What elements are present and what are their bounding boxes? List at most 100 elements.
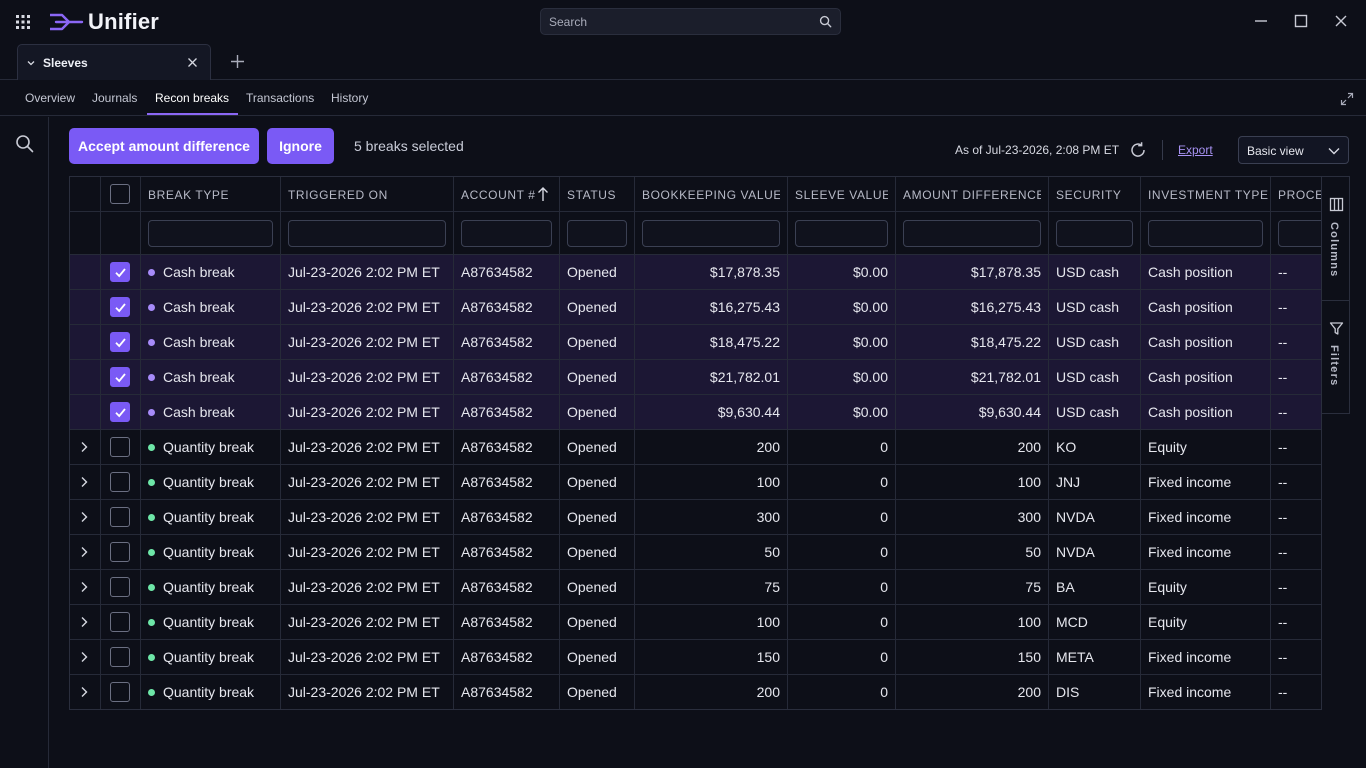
row-checkbox[interactable] [110, 612, 130, 632]
filters-panel-label[interactable]: Filters [1328, 345, 1340, 387]
expand-icon[interactable] [1340, 92, 1354, 106]
col-header-amount-difference[interactable]: Amount difference [903, 188, 1041, 202]
column-divider [559, 177, 560, 709]
select-all-checkbox[interactable] [110, 184, 130, 204]
tab-journals[interactable]: Journals [92, 91, 138, 105]
row-checkbox[interactable] [110, 367, 130, 387]
col-header-sleeve-value[interactable]: Sleeve value [795, 188, 888, 202]
cell-sleeve-value: $0.00 [852, 264, 888, 280]
col-header-security[interactable]: Security [1056, 188, 1122, 202]
ignore-button[interactable]: Ignore [267, 128, 334, 164]
cell-status: Opened [567, 684, 617, 700]
col-header-process[interactable]: Proces [1278, 188, 1321, 202]
filter-icon[interactable] [1329, 321, 1344, 336]
col-header-triggered-on[interactable]: Triggered on [288, 188, 388, 202]
cell-triggered-on: Jul-23-2026 2:02 PM ET [288, 579, 440, 595]
cell-bookkeeping-value: 100 [756, 474, 780, 490]
cell-security: USD cash [1056, 334, 1120, 350]
cell-sleeve-value: 0 [880, 684, 888, 700]
refresh-icon[interactable] [1129, 141, 1147, 159]
cell-account: A87634582 [461, 544, 533, 560]
filter-sleeve-value[interactable] [795, 220, 888, 247]
filter-investment-type[interactable] [1148, 220, 1263, 247]
cell-account: A87634582 [461, 649, 533, 665]
cell-triggered-on: Jul-23-2026 2:02 PM ET [288, 649, 440, 665]
filter-bookkeeping-value[interactable] [642, 220, 780, 247]
tab-overview[interactable]: Overview [25, 91, 76, 105]
cell-bookkeeping-value: 150 [756, 649, 780, 665]
row-checkbox[interactable] [110, 437, 130, 457]
add-tab-icon[interactable] [229, 53, 246, 70]
cell-account: A87634582 [461, 509, 533, 525]
cell-security: USD cash [1056, 299, 1120, 315]
cell-break-type: Cash break [163, 404, 235, 420]
chevron-right-icon[interactable] [79, 476, 89, 488]
filter-account[interactable] [461, 220, 552, 247]
row-checkbox[interactable] [110, 472, 130, 492]
chevron-right-icon[interactable] [79, 581, 89, 593]
chevron-down-icon[interactable] [26, 58, 36, 68]
recon-breaks-grid: Break type Triggered on Account # Status… [69, 176, 1322, 710]
global-search[interactable] [540, 8, 841, 35]
row-checkbox[interactable] [110, 262, 130, 282]
chevron-right-icon[interactable] [79, 651, 89, 663]
check-icon [115, 338, 126, 348]
chevron-right-icon[interactable] [79, 616, 89, 628]
row-checkbox[interactable] [110, 402, 130, 422]
close-tab-icon[interactable] [186, 56, 199, 69]
col-header-status[interactable]: Status [567, 188, 617, 202]
row-checkbox[interactable] [110, 647, 130, 667]
view-select[interactable]: Basic view [1238, 136, 1349, 164]
cell-investment-type: Equity [1148, 614, 1187, 630]
row-checkbox[interactable] [110, 577, 130, 597]
check-icon [115, 373, 126, 383]
columns-panel-label[interactable]: Columns [1328, 222, 1340, 278]
apps-grid-icon[interactable] [15, 14, 31, 30]
col-header-account[interactable]: Account # [461, 188, 536, 202]
cell-status: Opened [567, 334, 617, 350]
chevron-down-icon [1328, 148, 1340, 155]
col-header-investment-type[interactable]: Investment type [1148, 188, 1269, 202]
filter-amount-difference[interactable] [903, 220, 1041, 247]
tab-sleeves[interactable]: Sleeves [17, 44, 211, 80]
break-type-dot [148, 514, 155, 521]
chevron-right-icon[interactable] [79, 441, 89, 453]
sort-ascending-icon[interactable] [536, 186, 550, 202]
cell-break-type: Quantity break [163, 544, 255, 560]
minimize-icon[interactable] [1252, 12, 1270, 30]
cell-sleeve-value: 0 [880, 579, 888, 595]
cell-investment-type: Fixed income [1148, 684, 1232, 700]
search-icon[interactable] [15, 134, 34, 153]
row-checkbox[interactable] [110, 682, 130, 702]
filter-status[interactable] [567, 220, 627, 247]
filter-triggered-on[interactable] [288, 220, 446, 247]
tab-history[interactable]: History [331, 91, 369, 105]
filter-security[interactable] [1056, 220, 1133, 247]
row-checkbox[interactable] [110, 542, 130, 562]
row-checkbox[interactable] [110, 332, 130, 352]
chevron-right-icon[interactable] [79, 546, 89, 558]
tab-recon-breaks[interactable]: Recon breaks [155, 91, 230, 105]
cell-account: A87634582 [461, 684, 533, 700]
row-checkbox[interactable] [110, 297, 130, 317]
filter-break-type[interactable] [148, 220, 273, 247]
search-icon[interactable] [819, 15, 832, 28]
tab-transactions[interactable]: Transactions [246, 91, 315, 105]
export-link[interactable]: Export [1178, 143, 1213, 157]
chevron-right-icon[interactable] [79, 686, 89, 698]
cell-sleeve-value: 0 [880, 649, 888, 665]
row-divider [70, 709, 1322, 710]
cell-account: A87634582 [461, 404, 533, 420]
search-input[interactable] [541, 9, 811, 34]
close-icon[interactable] [1332, 12, 1350, 30]
accept-amount-difference-button[interactable]: Accept amount difference [69, 128, 259, 164]
col-header-break-type[interactable]: Break type [148, 188, 230, 202]
row-checkbox[interactable] [110, 507, 130, 527]
cell-break-type: Quantity break [163, 509, 255, 525]
col-header-bookkeeping-value[interactable]: Bookkeeping value [642, 188, 780, 202]
filter-process[interactable] [1278, 220, 1321, 247]
cell-triggered-on: Jul-23-2026 2:02 PM ET [288, 614, 440, 630]
maximize-icon[interactable] [1292, 12, 1310, 30]
chevron-right-icon[interactable] [79, 511, 89, 523]
columns-icon[interactable] [1329, 197, 1344, 212]
